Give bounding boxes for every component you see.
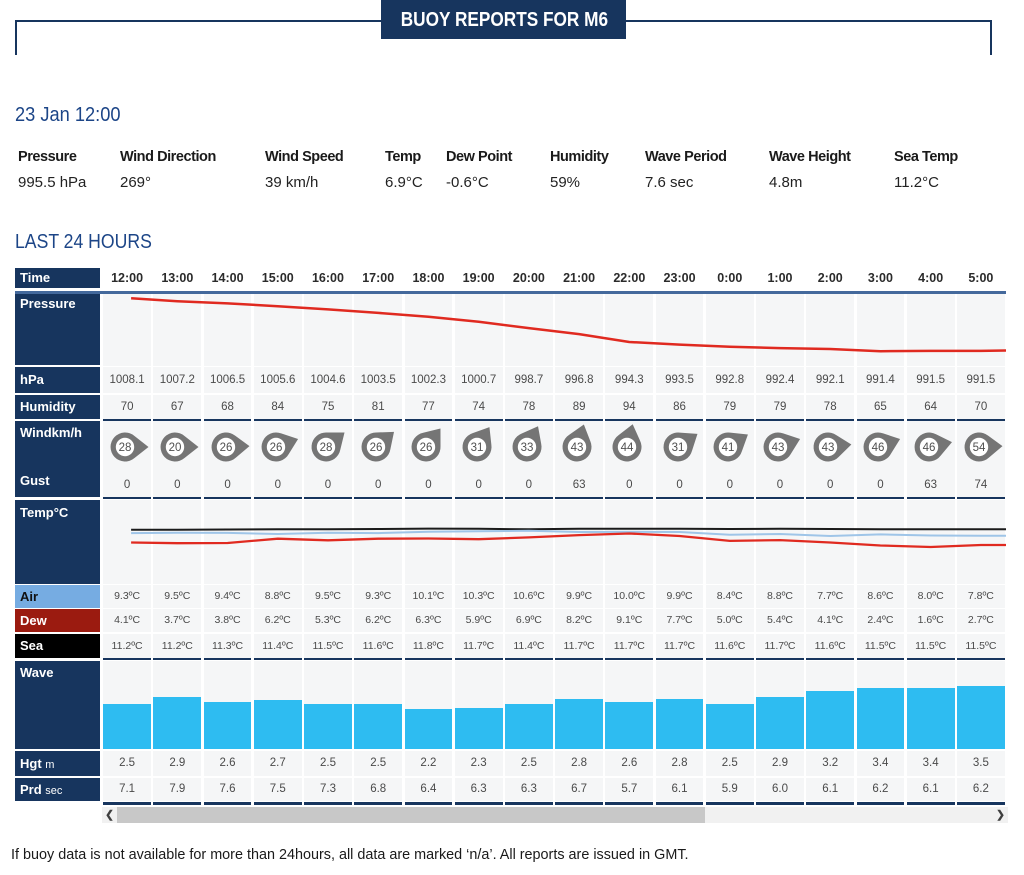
svg-text:31: 31 xyxy=(470,442,483,454)
svg-text:44: 44 xyxy=(621,442,634,454)
svg-text:26: 26 xyxy=(219,442,232,454)
svg-text:43: 43 xyxy=(822,442,835,454)
svg-text:43: 43 xyxy=(772,442,785,454)
svg-text:26: 26 xyxy=(370,442,383,454)
svg-text:31: 31 xyxy=(671,442,684,454)
svg-text:26: 26 xyxy=(269,442,282,454)
svg-text:28: 28 xyxy=(320,442,333,454)
svg-text:28: 28 xyxy=(119,442,132,454)
svg-text:46: 46 xyxy=(922,442,935,454)
svg-text:26: 26 xyxy=(420,442,433,454)
svg-text:33: 33 xyxy=(520,442,533,454)
svg-text:46: 46 xyxy=(872,442,885,454)
svg-text:54: 54 xyxy=(972,442,985,454)
svg-text:20: 20 xyxy=(169,442,182,454)
svg-text:41: 41 xyxy=(721,442,734,454)
svg-text:43: 43 xyxy=(571,442,584,454)
